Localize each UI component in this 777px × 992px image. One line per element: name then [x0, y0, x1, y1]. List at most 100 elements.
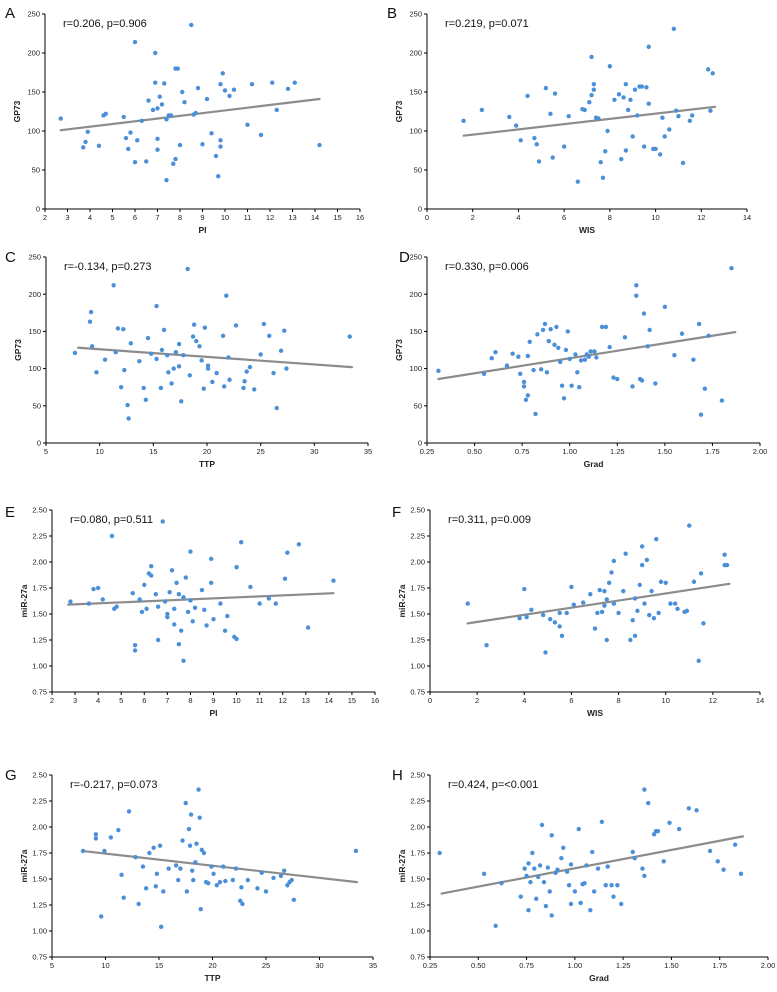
y-tick-label: 250	[27, 10, 40, 19]
data-point	[233, 323, 239, 328]
panel-letter: H	[392, 767, 403, 784]
data-point	[258, 352, 263, 357]
data-point	[115, 326, 121, 331]
data-point	[194, 338, 199, 344]
data-point	[176, 877, 181, 883]
data-point	[615, 883, 620, 888]
data-point	[181, 353, 186, 358]
data-point	[599, 324, 605, 330]
data-point	[635, 608, 640, 614]
data-point	[208, 556, 214, 562]
data-point	[181, 658, 186, 663]
y-tick-label: 1.25	[410, 636, 425, 645]
data-point	[270, 80, 275, 85]
data-point	[239, 885, 244, 890]
data-point	[188, 598, 193, 603]
x-tick-label: 5	[44, 447, 48, 456]
data-point	[198, 906, 203, 912]
x-tick-label: 4	[96, 696, 100, 705]
y-tick-label: 0	[37, 439, 41, 448]
data-point	[531, 367, 536, 373]
data-point	[248, 584, 253, 590]
data-point	[642, 601, 647, 606]
data-point	[217, 879, 223, 885]
data-point	[609, 883, 614, 888]
data-point	[687, 523, 692, 528]
data-point	[641, 311, 647, 316]
regression-line	[59, 97, 321, 132]
data-point	[599, 819, 605, 824]
y-tick-label: 1.50	[32, 875, 47, 884]
data-point	[588, 908, 593, 913]
data-point	[162, 81, 167, 86]
data-point	[518, 138, 523, 143]
data-point	[694, 808, 699, 813]
y-tick-label: 2.00	[410, 823, 425, 832]
data-point	[639, 562, 645, 568]
x-tick-label: 35	[369, 961, 377, 970]
data-point	[222, 88, 228, 93]
x-tick-label: 5	[110, 213, 114, 222]
y-tick-label: 100	[409, 364, 422, 373]
data-point	[630, 849, 635, 855]
data-point	[625, 107, 631, 113]
panel-f: F 0 2 4 6 8 10 12 14 0.75 1.00 1.25 1.50 1.75 2.00 2.25…	[392, 504, 764, 718]
y-tick-label: 50	[32, 166, 40, 175]
data-point	[155, 106, 160, 111]
y-tick-label: 2.00	[32, 558, 47, 567]
data-point	[221, 864, 226, 869]
x-tick-label: 2.00	[761, 961, 776, 970]
data-point	[200, 142, 205, 147]
data-point	[122, 367, 127, 373]
data-point	[645, 344, 650, 349]
data-point	[93, 832, 99, 837]
data-point	[132, 160, 138, 165]
data-point	[166, 370, 171, 375]
data-point	[238, 898, 243, 904]
data-point	[173, 350, 179, 355]
data-point	[662, 304, 668, 310]
data-point	[188, 549, 193, 554]
data-point	[141, 385, 146, 391]
panel-letter: F	[392, 504, 401, 521]
data-point	[540, 612, 546, 618]
data-point	[493, 923, 498, 928]
regression-line	[77, 346, 353, 369]
data-point	[546, 338, 551, 344]
data-point	[569, 383, 574, 388]
data-point	[174, 580, 179, 585]
data-point	[206, 880, 211, 886]
data-point	[535, 332, 540, 337]
x-tick-label: 2	[475, 696, 479, 705]
data-point	[628, 97, 633, 103]
data-point	[566, 883, 572, 888]
data-point	[211, 871, 216, 876]
data-point	[522, 866, 527, 871]
data-point	[162, 599, 168, 604]
data-point	[603, 883, 608, 888]
data-point	[557, 610, 562, 616]
data-point	[655, 828, 661, 834]
data-point	[179, 399, 184, 404]
x-tick-label: 10	[101, 961, 109, 970]
y-tick-label: 1.75	[32, 849, 47, 858]
data-point	[518, 894, 523, 899]
x-tick-label: 16	[356, 213, 364, 222]
data-point	[353, 848, 359, 854]
x-axis-title: Grad	[584, 459, 604, 469]
data-point	[623, 82, 629, 87]
data-point	[258, 132, 264, 138]
data-point	[634, 293, 639, 298]
data-point	[615, 376, 620, 382]
data-point	[568, 901, 574, 907]
data-point	[550, 155, 555, 160]
x-tick-label: 2	[50, 696, 54, 705]
x-tick-label: 2	[43, 213, 47, 222]
data-point	[592, 626, 598, 631]
data-point	[257, 601, 262, 606]
data-point	[530, 850, 535, 856]
x-tick-label: 9	[200, 213, 204, 222]
y-tick-label: 50	[33, 401, 41, 410]
data-point	[575, 370, 580, 375]
data-point	[261, 321, 267, 327]
